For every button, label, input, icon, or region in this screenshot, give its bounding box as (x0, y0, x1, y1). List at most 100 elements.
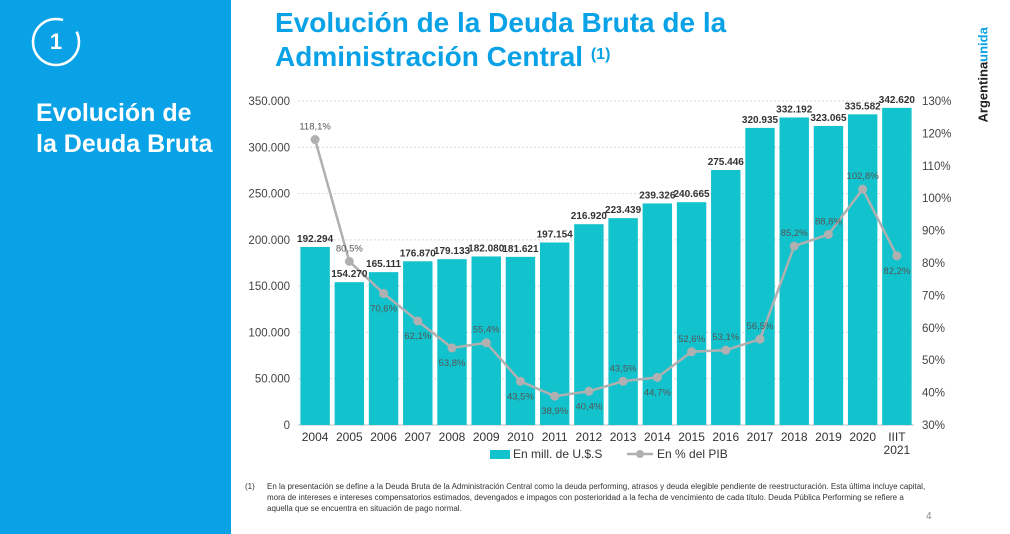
legend-swatch-point (636, 450, 644, 458)
footnote-mark: (1) (245, 482, 255, 491)
bar (505, 256, 536, 425)
x-tick-label: 2020 (849, 430, 876, 444)
brand-logo: Argentinaunida (968, 10, 998, 130)
pib-point (447, 343, 457, 353)
bar (608, 218, 638, 425)
bar-value-label: 165.111 (366, 259, 401, 270)
bar (676, 202, 707, 425)
pib-value-label: 85,2% (781, 228, 808, 239)
y-right-tick-label: 30% (922, 420, 945, 432)
pib-point (892, 251, 902, 261)
x-tick-label: 2012 (576, 430, 603, 444)
pib-value-label: 56,5% (747, 321, 774, 332)
bar (300, 246, 330, 425)
x-tick-label: 2014 (644, 430, 671, 444)
legend-label-bar: En mill. de U.$.S (513, 447, 602, 461)
y-left-tick-label: 200.000 (248, 235, 290, 247)
pib-value-label: 53,1% (712, 332, 739, 343)
pib-point (652, 372, 662, 382)
pib-value-label: 52,6% (678, 334, 705, 345)
y-right-tick-label: 70% (922, 290, 945, 302)
y-right-tick-label: 40% (922, 388, 945, 400)
pib-point (481, 338, 491, 348)
bar-value-label: 335.582 (845, 101, 882, 112)
footnote-text: En la presentación se define a la Deuda … (267, 482, 926, 513)
x-tick-label: 2008 (439, 430, 466, 444)
y-right-tick-label: 130% (922, 96, 951, 108)
sidebar-panel: 1 Evolución de la Deuda Bruta (0, 0, 231, 534)
brand-tagline: unida (975, 27, 991, 62)
bar-value-label: 192.294 (297, 234, 334, 245)
page-number: 4 (926, 511, 932, 522)
pib-point (858, 184, 868, 194)
x-tick-label: 2019 (815, 430, 842, 444)
x-tick-label: IIIT (888, 430, 906, 444)
pib-value-label: 43,5% (610, 363, 637, 374)
y-right-tick-label: 50% (922, 355, 945, 367)
x-tick-label: 2011 (542, 430, 568, 444)
title-footnote-mark: (1) (590, 46, 611, 63)
pib-point (789, 241, 799, 251)
pib-point (344, 256, 354, 266)
brand-name: Argentina (975, 61, 991, 123)
x-tick-label: 2007 (404, 430, 431, 444)
pib-point (413, 316, 423, 326)
pib-point (618, 376, 628, 386)
debt-chart-svg: 0 50.000 100.000 150.000 200.000 250.000 300.0… (248, 95, 951, 461)
x-tick-label: 2015 (678, 430, 705, 444)
bar-value-label: 179.133 (434, 246, 471, 257)
legend-swatch-bar (490, 450, 510, 459)
pib-point (721, 345, 731, 355)
pib-value-label: 55,4% (473, 325, 500, 336)
y-right-tick-label: 90% (922, 226, 945, 238)
x-tick-label: 2009 (473, 430, 500, 444)
pib-point (823, 229, 833, 239)
pib-point (755, 334, 765, 344)
x-tick-label: 2005 (336, 430, 363, 444)
bar-value-label: 197.154 (537, 229, 574, 240)
y-right-tick-label: 100% (922, 193, 951, 205)
y-left-tick-label: 250.000 (248, 189, 290, 201)
pib-value-label: 44,7% (644, 387, 671, 398)
bar (437, 259, 467, 425)
bar (642, 203, 673, 425)
bar (847, 114, 878, 425)
pib-point (584, 386, 594, 396)
bar-value-label: 320.935 (742, 115, 779, 126)
pib-value-label: 102,8% (847, 171, 880, 182)
bar-value-label: 154.270 (331, 269, 368, 280)
page-title: Evolución de la Deuda Bruta de la Admini… (275, 6, 875, 74)
bar-value-label: 239.326 (639, 190, 676, 201)
y-right-tick-label: 80% (922, 258, 945, 270)
y-left-tick-label: 150.000 (248, 281, 290, 293)
y-left-tick-label: 50.000 (255, 374, 290, 386)
pib-point (310, 135, 320, 145)
x-tick-label: 2010 (507, 430, 534, 444)
x-tick-label: 2016 (712, 430, 739, 444)
x-tick-label: 2004 (302, 430, 329, 444)
bar-value-label: 275.446 (708, 157, 745, 168)
pib-value-label: 118,1% (299, 122, 331, 133)
y-left-tick-label: 100.000 (248, 327, 290, 339)
page-title-line2: Administración Central (275, 41, 584, 72)
pib-point (515, 376, 525, 386)
bar-value-label: 223.439 (605, 205, 642, 216)
sidebar-title: Evolución de la Deuda Bruta (36, 99, 213, 158)
y-left-tick-label: 0 (284, 420, 290, 432)
x-tick-label: 2006 (370, 430, 397, 444)
section-number: 1 (49, 29, 63, 54)
pib-line (313, 139, 899, 398)
x-tick-label: 2013 (610, 430, 637, 444)
y-left-tick-label: 350.000 (248, 96, 290, 108)
pib-point (550, 391, 560, 401)
bar (813, 125, 844, 425)
pib-value-label: 80,5% (336, 243, 363, 254)
legend-label-line: En % del PIB (657, 447, 728, 461)
bar (745, 127, 775, 425)
bar (334, 282, 365, 425)
pib-point (379, 288, 389, 298)
page-title-line1: Evolución de la Deuda Bruta de la (275, 7, 727, 38)
pib-value-label: 88,8% (815, 216, 842, 227)
bar-value-label: 182.080 (468, 243, 505, 254)
pib-value-label: 38,9% (541, 406, 568, 417)
